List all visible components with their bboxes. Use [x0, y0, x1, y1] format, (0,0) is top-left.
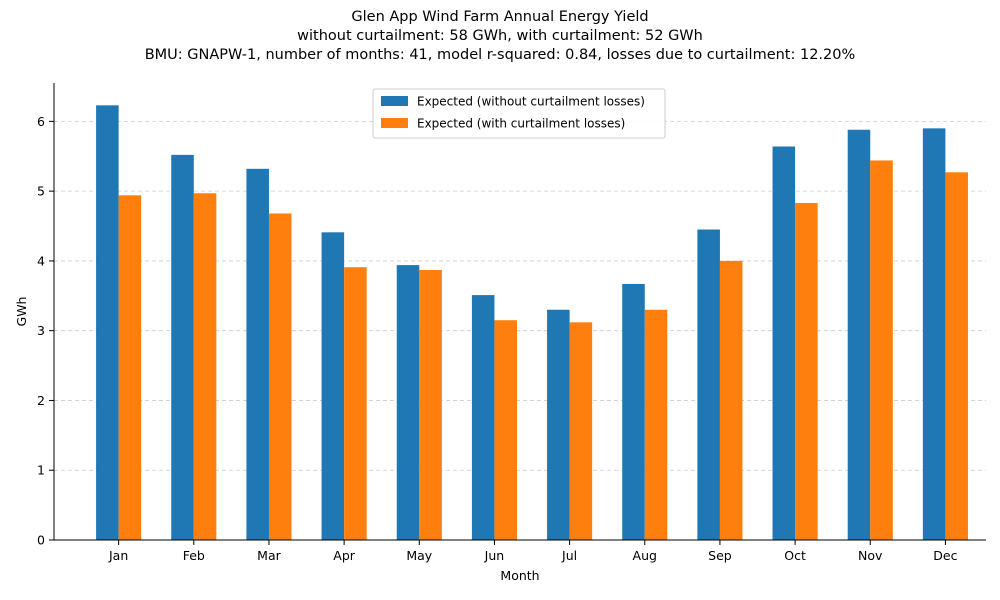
x-tick-label-jan: Jan — [108, 548, 128, 563]
bar-oct-with-curtailment — [795, 203, 818, 540]
chart-title-line-3: BMU: GNAPW-1, number of months: 41, mode… — [144, 47, 856, 63]
bar-sep-with-curtailment — [719, 260, 743, 540]
x-tick-label-mar: Mar — [257, 548, 281, 563]
x-tick-label-apr: Apr — [333, 548, 355, 563]
bars — [96, 105, 968, 541]
x-tick-label-jul: Jul — [561, 548, 577, 563]
x-tick-label-oct: Oct — [784, 548, 806, 563]
y-tick-label-2: 2 — [37, 393, 45, 408]
x-tick-label-sep: Sep — [708, 548, 732, 563]
x-tick-label-aug: Aug — [633, 548, 657, 563]
y-tick-label-1: 1 — [37, 463, 45, 478]
bar-feb-with-curtailment — [193, 193, 217, 541]
bar-mar-without-curtailment — [246, 168, 269, 541]
y-tick-label-3: 3 — [37, 323, 45, 338]
legend-swatch-with-curtailment — [381, 118, 408, 128]
bar-jan-without-curtailment — [96, 105, 119, 540]
bar-jan-with-curtailment — [118, 195, 142, 540]
y-tick-label-0: 0 — [37, 533, 45, 548]
bar-jun-with-curtailment — [494, 320, 517, 540]
bar-jun-without-curtailment — [471, 295, 495, 540]
y-axis-label: GWh — [14, 297, 29, 327]
y-tick-label-6: 6 — [37, 114, 45, 129]
bar-oct-without-curtailment — [772, 146, 796, 540]
axes — [49, 83, 986, 545]
bar-nov-without-curtailment — [847, 129, 871, 540]
bar-dec-without-curtailment — [922, 128, 946, 541]
bar-aug-with-curtailment — [644, 309, 668, 540]
x-axis-label: Month — [500, 568, 539, 583]
chart-title-line-2: without curtailment: 58 GWh, with curtai… — [297, 28, 703, 44]
bar-jul-without-curtailment — [547, 309, 570, 540]
x-tick-label-dec: Dec — [933, 548, 957, 563]
legend-label-without-curtailment: Expected (without curtailment losses) — [417, 95, 645, 109]
x-tick-label-may: May — [406, 548, 432, 563]
y-tick-label-5: 5 — [37, 184, 45, 199]
x-tick-label-feb: Feb — [183, 548, 205, 563]
chart-title: Glen App Wind Farm Annual Energy Yield w… — [0, 8, 1000, 65]
bar-sep-without-curtailment — [697, 229, 720, 540]
y-tick-label-4: 4 — [37, 253, 45, 268]
legend: Expected (without curtailment losses) Exp… — [372, 88, 666, 139]
bar-apr-with-curtailment — [344, 267, 367, 540]
chart-title-line-1: Glen App Wind Farm Annual Energy Yield — [351, 9, 649, 25]
tick-labels: 0 1 2 3 4 5 6 Jan Feb Mar Apr May Jun Jul Aug Sep Oct Nov… — [37, 114, 958, 563]
bar-may-without-curtailment — [396, 265, 420, 540]
legend-box — [372, 88, 666, 139]
bar-jul-with-curtailment — [569, 322, 593, 540]
bar-may-with-curtailment — [419, 269, 442, 540]
bar-apr-without-curtailment — [321, 232, 345, 540]
legend-label-with-curtailment: Expected (with curtailment losses) — [417, 117, 625, 131]
bar-nov-with-curtailment — [870, 160, 893, 540]
legend-swatch-without-curtailment — [381, 96, 408, 106]
x-tick-label-nov: Nov — [858, 548, 883, 563]
x-tick-label-jun: Jun — [484, 548, 505, 563]
bar-feb-without-curtailment — [171, 154, 194, 540]
bar-mar-with-curtailment — [268, 213, 292, 541]
bar-aug-without-curtailment — [622, 283, 645, 540]
bar-dec-with-curtailment — [945, 172, 968, 540]
